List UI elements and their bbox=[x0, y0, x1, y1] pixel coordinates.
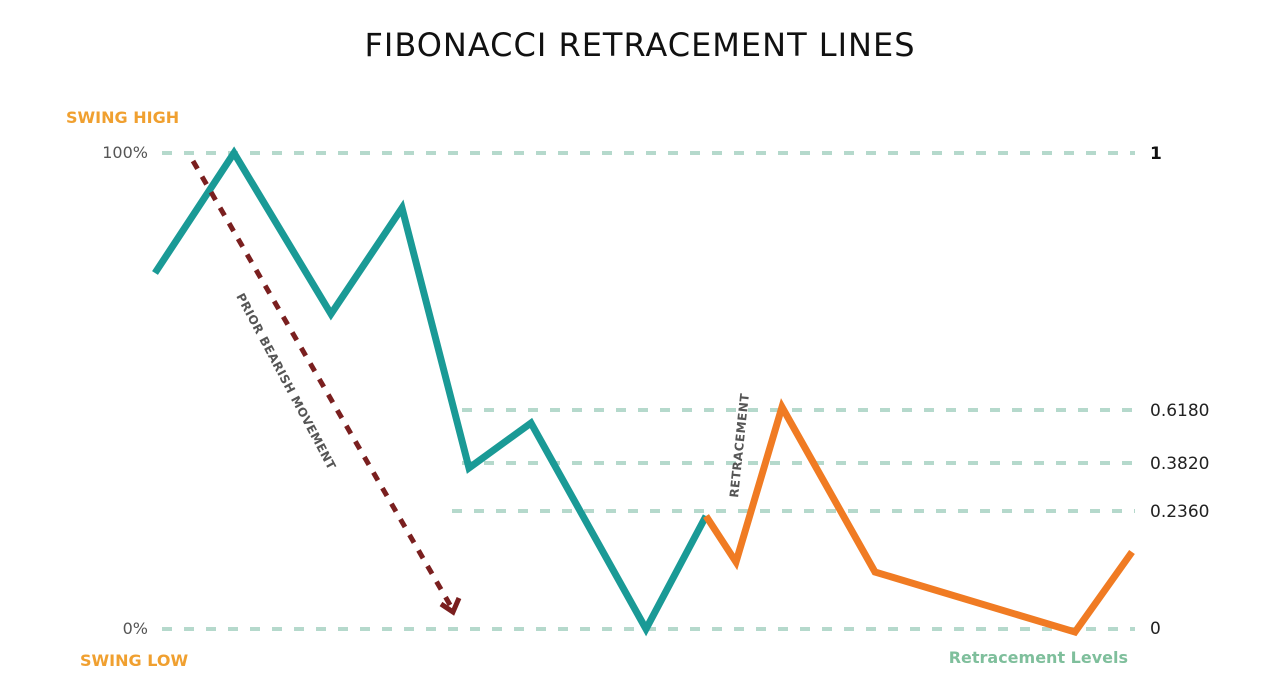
pct-0-label: 0% bbox=[123, 619, 148, 638]
retracement-levels-legend: Retracement Levels bbox=[949, 648, 1128, 667]
swing-low-label: SWING LOW bbox=[80, 651, 188, 670]
fib-level-label-0: 0 bbox=[1150, 619, 1161, 639]
pct-100-label: 100% bbox=[102, 143, 148, 162]
bearish-price-path bbox=[152, 146, 710, 637]
prior-bearish-arrow bbox=[190, 159, 456, 612]
fib-level-label-0382: 0.3820 bbox=[1150, 454, 1209, 474]
arrow-down-right-icon bbox=[439, 597, 462, 616]
fib-level-label-1: 1 bbox=[1150, 144, 1162, 164]
fib-level-label-0618: 0.6180 bbox=[1150, 401, 1209, 421]
page-title: FIBONACCI RETRACEMENT LINES bbox=[364, 26, 915, 64]
retracement-price-path bbox=[703, 398, 1135, 637]
fib-level-label-0236: 0.2360 bbox=[1150, 502, 1209, 522]
swing-high-label: SWING HIGH bbox=[66, 108, 179, 127]
